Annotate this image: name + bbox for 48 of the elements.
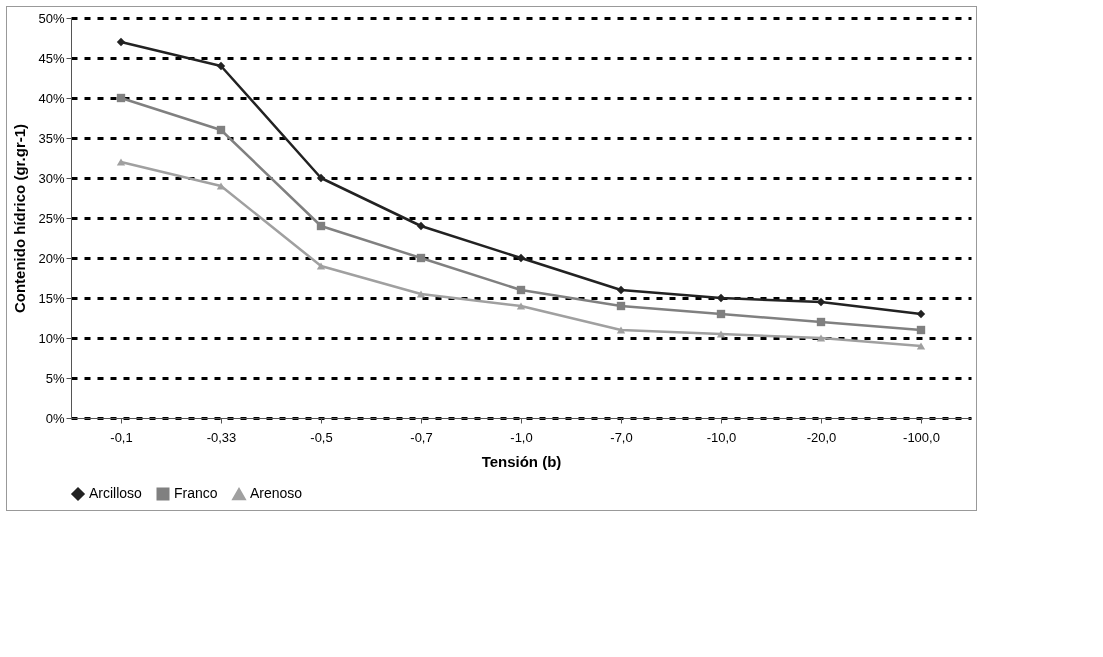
x-tick-label: -0,5 <box>310 429 333 445</box>
x-tick-label: -10,0 <box>706 429 737 445</box>
x-tick-label: -0,7 <box>410 429 433 445</box>
y-tick-label: 25% <box>38 210 65 226</box>
point <box>116 158 126 166</box>
x-tick-label: -7,0 <box>610 429 633 445</box>
point <box>416 253 426 263</box>
legend-label: Arenoso <box>250 485 303 502</box>
y-axis-title: Contenido hídrico (gr.gr-1) <box>11 123 29 314</box>
y-tick-label: 40% <box>38 90 65 106</box>
point <box>216 125 226 135</box>
point <box>516 285 526 295</box>
point <box>316 221 326 231</box>
y-tick-label: 45% <box>38 50 65 66</box>
y-tick-label: 0% <box>45 410 65 426</box>
point <box>716 309 726 319</box>
x-tick-label: -0,33 <box>206 429 237 445</box>
y-tick-label: 5% <box>45 370 65 386</box>
point <box>316 262 326 270</box>
y-tick-label: 35% <box>38 130 65 146</box>
point <box>416 290 426 298</box>
point <box>916 309 926 319</box>
point <box>116 93 126 103</box>
y-tick-label: 15% <box>38 290 65 306</box>
y-tick-label: 20% <box>38 250 65 266</box>
point <box>416 221 426 231</box>
point <box>916 325 926 335</box>
point <box>216 61 226 71</box>
x-tick-label: -1,0 <box>510 429 533 445</box>
point <box>816 317 826 327</box>
point <box>716 330 726 338</box>
x-tick-label: -0,1 <box>110 429 133 445</box>
point <box>516 302 526 310</box>
y-tick-label: 30% <box>38 170 65 186</box>
x-axis-title: Tensión (b) <box>481 452 562 470</box>
point <box>516 253 526 263</box>
point <box>916 342 926 350</box>
x-tick-label: -20,0 <box>806 429 837 445</box>
point <box>116 37 126 47</box>
legend-label: Franco <box>174 485 218 501</box>
y-tick-label: 10% <box>38 330 65 346</box>
point <box>316 173 326 183</box>
point <box>616 326 626 334</box>
point <box>616 301 626 311</box>
legend-label: Arcilloso <box>89 485 143 501</box>
point <box>816 334 826 342</box>
y-tick-label: 50% <box>38 10 65 26</box>
x-tick-label: -100,0 <box>903 429 940 445</box>
